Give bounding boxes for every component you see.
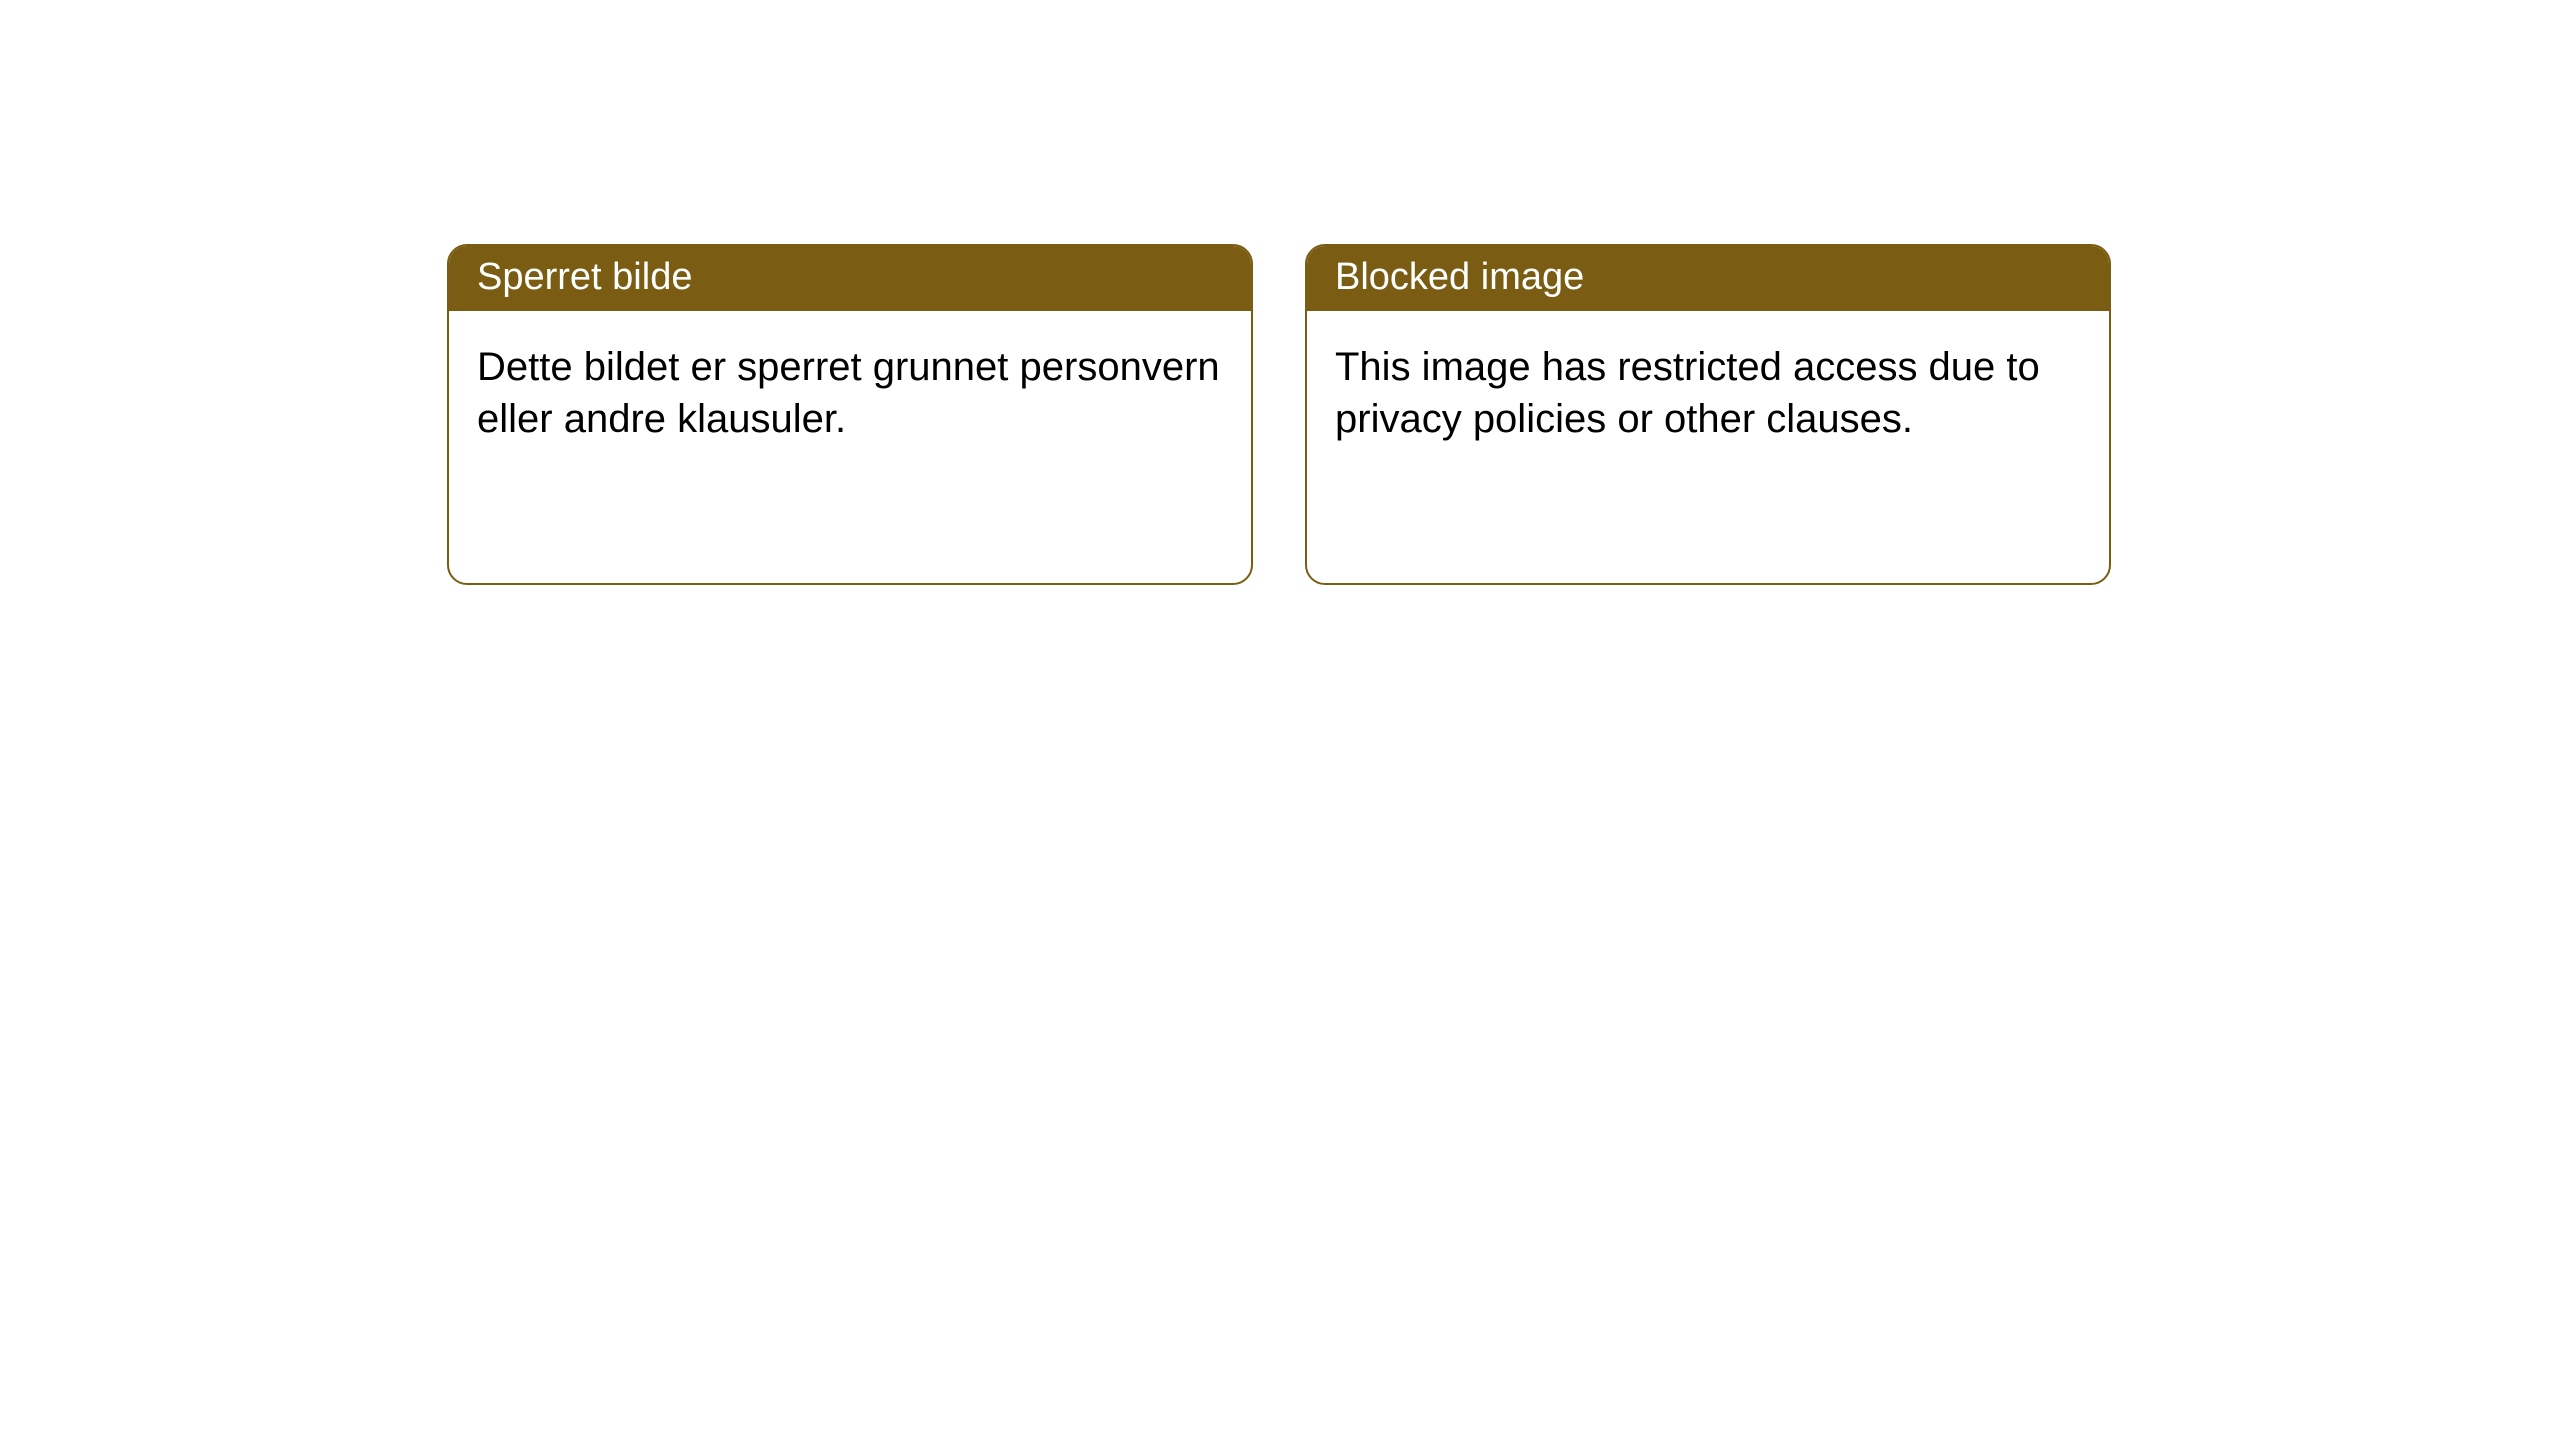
- notice-container: Sperret bilde Dette bildet er sperret gr…: [0, 0, 2560, 585]
- notice-header: Blocked image: [1307, 246, 2109, 311]
- notice-body: This image has restricted access due to …: [1307, 311, 2109, 583]
- notice-card-norwegian: Sperret bilde Dette bildet er sperret gr…: [447, 244, 1253, 585]
- notice-card-english: Blocked image This image has restricted …: [1305, 244, 2111, 585]
- notice-header: Sperret bilde: [449, 246, 1251, 311]
- notice-body: Dette bildet er sperret grunnet personve…: [449, 311, 1251, 583]
